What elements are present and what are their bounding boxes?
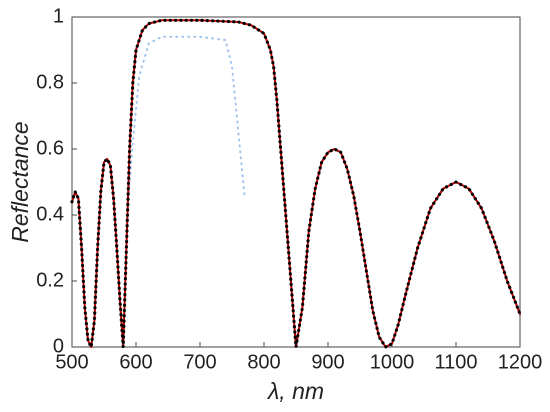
y-axis-label: Reflectance	[7, 121, 33, 242]
line	[71, 19, 521, 348]
x-tick-label: 600	[119, 351, 152, 373]
x-tick-label: 900	[311, 351, 344, 373]
x-tick-label: 800	[247, 351, 280, 373]
x-tick-label: 1100	[434, 351, 477, 373]
plot-frame	[71, 16, 521, 348]
x-axis-label: λ, nm	[266, 378, 324, 404]
x-tick-label: 500	[55, 351, 88, 373]
x-tick-label: 1200	[498, 351, 543, 373]
line	[127, 35, 246, 200]
x-tick-label: 700	[183, 351, 216, 373]
y-tick-label: 0.6	[36, 137, 64, 159]
y-tick-label: 0.2	[36, 269, 64, 291]
dotted-line	[70, 18, 522, 349]
x-tick-label: 1000	[370, 351, 415, 373]
y-tick-label: 0.8	[36, 71, 64, 93]
y-tick-label: 0.4	[36, 203, 64, 225]
y-tick-label: 1	[53, 5, 64, 27]
y-tick-label: 0	[53, 335, 64, 357]
